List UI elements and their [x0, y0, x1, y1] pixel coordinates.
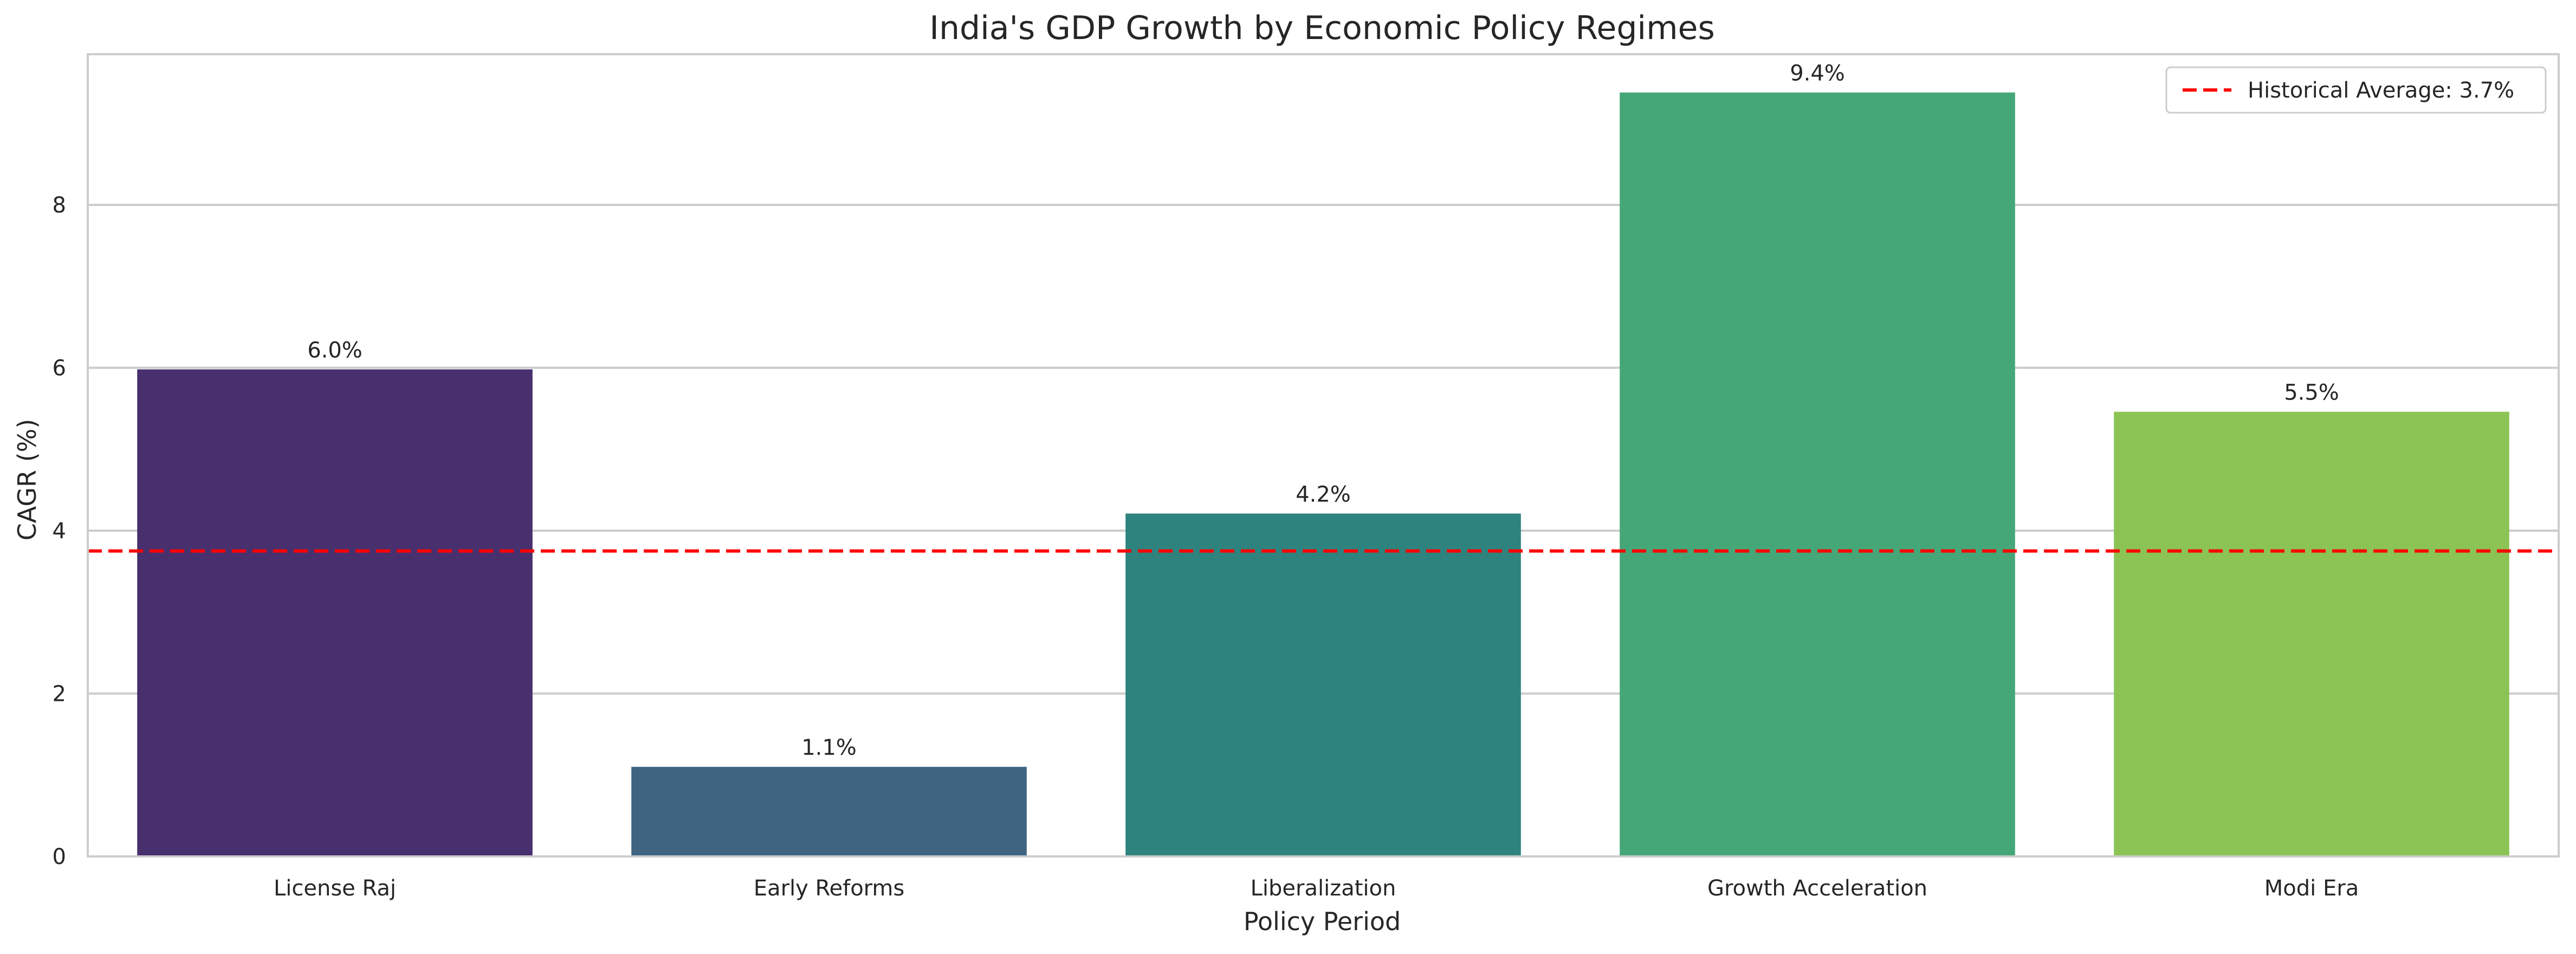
value-label: 4.2%	[1296, 482, 1351, 507]
y-tick-label: 4	[53, 519, 66, 544]
chart-title: India's GDP Growth by Economic Policy Re…	[929, 9, 1714, 47]
x-tick-label: Liberalization	[1251, 876, 1396, 901]
bar	[1620, 92, 2015, 857]
value-label: 6.0%	[307, 338, 363, 363]
x-axis-title: Policy Period	[1244, 907, 1401, 936]
y-tick-label: 0	[53, 845, 66, 869]
value-label: 5.5%	[2284, 381, 2339, 405]
y-tick-label: 2	[53, 681, 66, 706]
y-tick-label: 8	[53, 193, 66, 218]
plot-frame	[87, 53, 2560, 858]
legend-box	[2165, 66, 2547, 114]
x-tick-label: License Raj	[274, 876, 396, 901]
y-ticks: 0 2 4 6 8	[53, 193, 66, 869]
x-ticks: License Raj Early Reforms Liberalization Gr…	[274, 876, 2359, 901]
legend: Historical Average: 3.7%	[2165, 66, 2547, 114]
y-axis-title: CAGR (%)	[12, 419, 42, 541]
x-tick-label: Early Reforms	[754, 876, 904, 901]
value-labels: 6.0% 1.1% 4.2% 9.4% 5.5%	[307, 61, 2339, 760]
value-label: 9.4%	[1790, 61, 1845, 86]
legend-label: Historical Average: 3.7%	[2248, 78, 2514, 103]
bars	[137, 92, 2509, 857]
bar	[137, 369, 533, 856]
x-tick-label: Growth Acceleration	[1707, 876, 1927, 901]
bar	[2114, 411, 2509, 856]
y-tick-label: 6	[53, 356, 66, 381]
bar	[1125, 513, 1521, 856]
bar	[631, 766, 1027, 856]
value-label: 1.1%	[801, 736, 857, 760]
x-tick-label: Modi Era	[2264, 876, 2359, 901]
